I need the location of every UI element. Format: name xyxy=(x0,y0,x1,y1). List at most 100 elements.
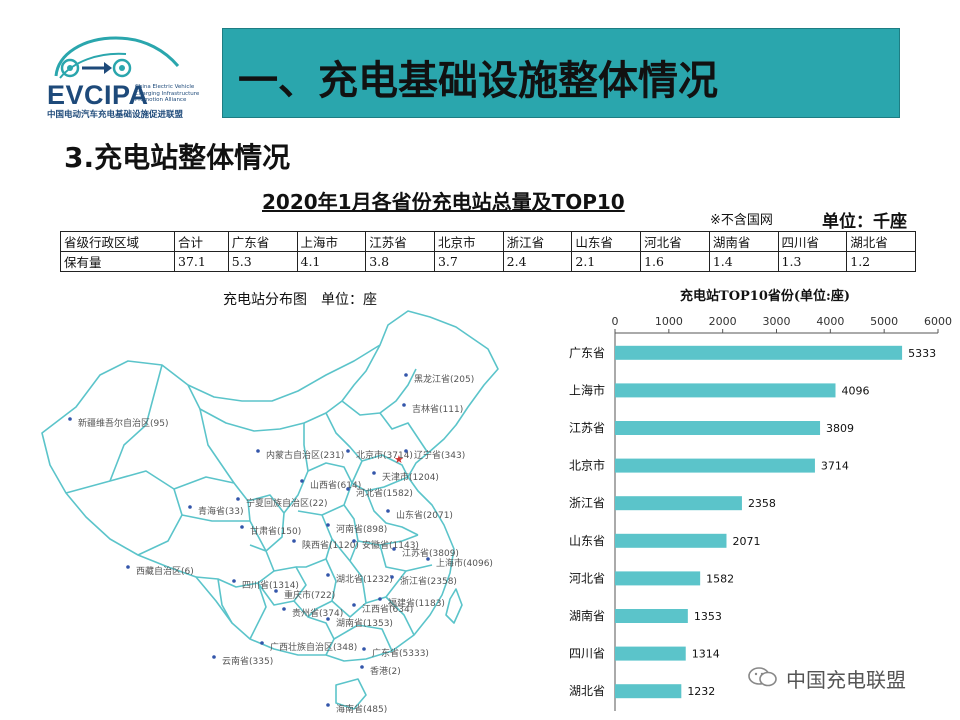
map-province-label: 北京市(3714) xyxy=(356,449,413,461)
map-province-label: 天津市(1204) xyxy=(382,471,439,483)
x-tick-label: 4000 xyxy=(816,315,844,328)
table-header-cell: 北京市 xyxy=(433,231,504,252)
map-location-dot xyxy=(256,449,260,453)
map-province-label: 广西壮族自治区(348) xyxy=(270,641,357,653)
map-province-label: 山东省(2071) xyxy=(396,509,453,521)
map-province-label: 湖南省(1353) xyxy=(336,617,393,629)
table-header-cell: 合计 xyxy=(174,231,229,252)
data-label: 2071 xyxy=(732,535,760,548)
map-location-dot xyxy=(362,647,366,651)
map-location-dot xyxy=(260,641,264,645)
map-location-dot xyxy=(232,579,236,583)
map-province-label: 陕西省(1120) xyxy=(302,539,359,551)
map-location-dot xyxy=(352,603,356,607)
x-tick-label: 1000 xyxy=(655,315,683,328)
data-label: 4096 xyxy=(842,384,870,397)
table-header-cell: 河北省 xyxy=(640,231,710,252)
table-value-cell: 5.3 xyxy=(227,251,298,272)
logo-wordmark: EVCIPA xyxy=(47,80,149,110)
map-location-dot xyxy=(346,449,350,453)
x-tick-label: 6000 xyxy=(924,315,952,328)
y-tick-label: 广东省 xyxy=(569,346,605,360)
table-header-cell: 省级行政区域 xyxy=(60,231,175,252)
province-table: 省级行政区域 合计 广东省 上海市 江苏省 北京市 浙江省 山东省 河北省 湖南省 四川省 湖北省 保… xyxy=(60,231,916,272)
map-province-label: 湖北省(1232) xyxy=(336,573,393,585)
map-location-dot xyxy=(404,373,408,377)
bar xyxy=(615,609,688,623)
map-location-dot xyxy=(236,497,240,501)
map-location-dot xyxy=(240,525,244,529)
data-label: 1582 xyxy=(706,572,734,585)
china-map: 黑龙江省(205) 吉林省(111) 新疆维吾尔自治区(95) 内蒙古自治区(231)… xyxy=(41,310,499,715)
map-location-dot xyxy=(372,471,376,475)
map-province-label: 安徽省(1143) xyxy=(362,539,419,551)
map-title: 充电站分布图 单位：座 xyxy=(223,292,377,308)
map-location-dot xyxy=(292,539,296,543)
table-value-cell: 3.7 xyxy=(433,251,504,272)
map-province-label: 四川省(1314) xyxy=(242,579,299,591)
data-label: 3714 xyxy=(821,460,849,473)
data-label: 1314 xyxy=(692,648,720,661)
chart-title: 充电站TOP10省份(单位:座) xyxy=(680,288,850,304)
map-province-label: 河北省(1582) xyxy=(356,487,413,499)
table-header-cell: 湖北省 xyxy=(846,231,916,252)
table-value-cell: 保有量 xyxy=(60,251,175,272)
section-title: 3.充电站整体情况 xyxy=(64,141,291,174)
map-location-dot xyxy=(274,589,278,593)
x-tick-label: 2000 xyxy=(709,315,737,328)
table-value-cell: 1.4 xyxy=(708,251,779,272)
table-title: 2020年1月各省份充电站总量及TOP10 xyxy=(262,190,625,214)
table-note: ※不含国网 xyxy=(710,213,773,228)
map-province-label: 贵州省(374) xyxy=(292,607,343,619)
y-tick-label: 湖南省 xyxy=(569,608,605,623)
map-location-dot xyxy=(300,479,304,483)
map-location-dot xyxy=(326,573,330,577)
logo-english-name: China Electric Vehicle Charging Infrastr… xyxy=(135,84,200,103)
x-tick-label: 0 xyxy=(612,315,619,328)
y-tick-label: 河北省 xyxy=(569,571,605,585)
map-location-dot xyxy=(326,703,330,707)
table-value-cell: 1.2 xyxy=(846,251,916,272)
table-unit: 单位：千座 xyxy=(822,212,907,232)
table-value-cell: 1.6 xyxy=(640,251,710,272)
map-province-label: 新疆维吾尔自治区(95) xyxy=(78,417,168,429)
map-province-label: 重庆市(722) xyxy=(284,589,335,601)
table-value-cell: 4.1 xyxy=(296,251,367,272)
y-tick-label: 江苏省 xyxy=(569,421,605,435)
map-location-dot xyxy=(188,505,192,509)
map-location-dot xyxy=(326,523,330,527)
wechat-icon xyxy=(748,667,777,687)
map-province-label: 江苏省(3809) xyxy=(402,547,459,559)
bar xyxy=(615,684,682,699)
map-province-label: 青海省(33) xyxy=(198,505,243,517)
table-header-cell: 广东省 xyxy=(227,231,298,252)
map-location-dot xyxy=(378,597,382,601)
y-tick-label: 上海市 xyxy=(569,382,605,397)
map-location-dot xyxy=(326,617,330,621)
map-location-dot xyxy=(346,487,350,491)
map-location-dot xyxy=(390,575,394,579)
y-tick-label: 山东省 xyxy=(569,534,605,548)
data-label: 2358 xyxy=(748,497,776,510)
map-location-dot xyxy=(68,417,72,421)
map-province-label: 黑龙江省(205) xyxy=(414,373,474,385)
map-province-label: 广东省(5333) xyxy=(372,647,429,659)
table-header-cell: 山东省 xyxy=(571,231,642,252)
map-province-label: 云南省(335) xyxy=(222,655,273,667)
map-location-dot xyxy=(352,539,356,543)
data-label: 3809 xyxy=(826,422,854,435)
y-tick-label: 湖北省 xyxy=(569,683,605,698)
map-location-dot xyxy=(282,607,286,611)
bar xyxy=(615,496,742,511)
map-province-label: 山西省(614) xyxy=(310,479,361,491)
map-province-label: 江西省(634) xyxy=(362,603,413,615)
table-value-row: 保有量 37.1 5.3 4.1 3.8 3.7 2.4 2.1 1.6 1.4 1.3 1.2 xyxy=(60,251,916,272)
bar xyxy=(615,571,701,586)
table-header-cell: 四川省 xyxy=(777,231,848,252)
table-value-cell: 1.3 xyxy=(777,251,848,272)
table-value-cell: 37.1 xyxy=(174,251,229,272)
bar xyxy=(615,533,727,548)
data-label: 1232 xyxy=(687,685,715,698)
map-province-label: 浙江省(2358) xyxy=(400,575,457,587)
map-location-dot xyxy=(426,557,430,561)
